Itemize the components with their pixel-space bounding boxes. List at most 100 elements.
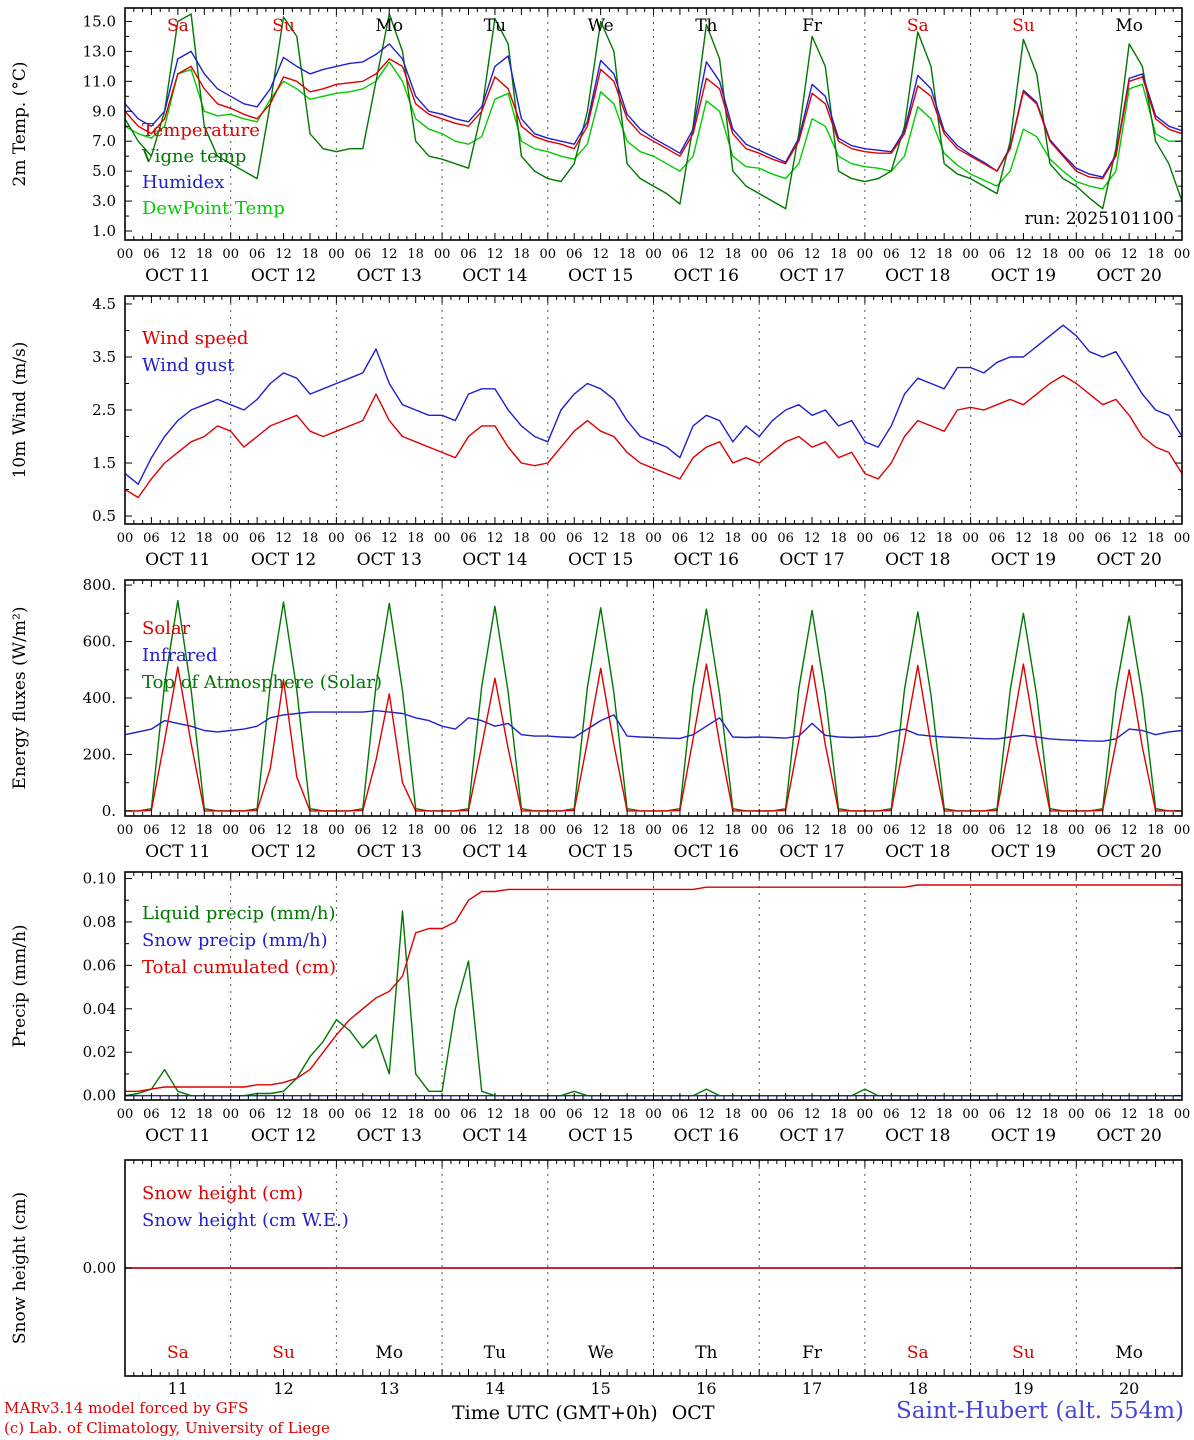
svg-text:Energy fluxes (W/m²): Energy fluxes (W/m²) bbox=[10, 607, 30, 790]
svg-text:06: 06 bbox=[1094, 823, 1111, 838]
svg-text:OCT 11: OCT 11 bbox=[145, 1126, 210, 1146]
svg-text:OCT 16: OCT 16 bbox=[674, 1126, 739, 1146]
svg-text:00: 00 bbox=[857, 823, 874, 838]
svg-text:11: 11 bbox=[168, 1379, 188, 1398]
svg-text:12: 12 bbox=[381, 823, 398, 838]
svg-text:Snow height (cm): Snow height (cm) bbox=[142, 1183, 303, 1204]
svg-text:00: 00 bbox=[328, 823, 345, 838]
svg-text:18: 18 bbox=[513, 247, 530, 262]
svg-text:00: 00 bbox=[222, 247, 239, 262]
svg-text:9.0: 9.0 bbox=[92, 102, 116, 120]
svg-text:18: 18 bbox=[302, 1107, 319, 1122]
svg-text:0.02: 0.02 bbox=[83, 1043, 116, 1061]
svg-text:00: 00 bbox=[540, 531, 557, 546]
svg-text:OCT 17: OCT 17 bbox=[779, 1126, 844, 1146]
svg-text:18: 18 bbox=[196, 247, 213, 262]
time-axis-label: Time UTC (GMT+0h) OCT bbox=[452, 1402, 715, 1424]
svg-text:18: 18 bbox=[725, 823, 742, 838]
svg-text:06: 06 bbox=[249, 531, 266, 546]
svg-text:0.10: 0.10 bbox=[83, 870, 116, 888]
svg-text:12: 12 bbox=[804, 531, 821, 546]
svg-text:Mo: Mo bbox=[375, 1343, 403, 1363]
svg-text:12: 12 bbox=[381, 247, 398, 262]
svg-text:OCT 14: OCT 14 bbox=[462, 1126, 527, 1146]
svg-text:Total cumulated (cm): Total cumulated (cm) bbox=[142, 957, 336, 978]
svg-text:00: 00 bbox=[645, 531, 662, 546]
svg-text:12: 12 bbox=[592, 1107, 609, 1122]
svg-text:12: 12 bbox=[487, 247, 504, 262]
svg-text:06: 06 bbox=[672, 531, 689, 546]
svg-text:18: 18 bbox=[830, 1107, 847, 1122]
svg-text:18: 18 bbox=[513, 1107, 530, 1122]
footer-credits: MARv3.14 model forced by GFS (c) Lab. of… bbox=[4, 1398, 330, 1438]
svg-text:200.: 200. bbox=[83, 745, 116, 763]
svg-text:12: 12 bbox=[275, 1107, 292, 1122]
svg-text:18: 18 bbox=[407, 823, 424, 838]
svg-text:12: 12 bbox=[170, 823, 187, 838]
svg-text:OCT 17: OCT 17 bbox=[779, 266, 844, 286]
svg-text:0.04: 0.04 bbox=[83, 1000, 116, 1018]
svg-text:OCT 15: OCT 15 bbox=[568, 842, 633, 862]
svg-text:run: 2025101100: run: 2025101100 bbox=[1025, 209, 1174, 229]
svg-text:Mo: Mo bbox=[375, 16, 403, 36]
svg-text:OCT 19: OCT 19 bbox=[991, 550, 1056, 570]
svg-text:06: 06 bbox=[672, 1107, 689, 1122]
svg-text:18: 18 bbox=[407, 247, 424, 262]
svg-text:OCT 15: OCT 15 bbox=[568, 550, 633, 570]
svg-text:12: 12 bbox=[381, 1107, 398, 1122]
svg-text:OCT 12: OCT 12 bbox=[251, 1126, 316, 1146]
svg-text:OCT 17: OCT 17 bbox=[779, 550, 844, 570]
svg-text:12: 12 bbox=[1015, 1107, 1032, 1122]
svg-text:00: 00 bbox=[962, 1107, 979, 1122]
svg-text:06: 06 bbox=[249, 247, 266, 262]
svg-text:We: We bbox=[588, 1343, 614, 1363]
svg-text:Su: Su bbox=[272, 1343, 295, 1363]
svg-text:18: 18 bbox=[407, 531, 424, 546]
svg-text:06: 06 bbox=[249, 1107, 266, 1122]
svg-text:00: 00 bbox=[857, 531, 874, 546]
svg-text:00: 00 bbox=[1174, 247, 1191, 262]
svg-text:DewPoint Temp: DewPoint Temp bbox=[142, 198, 285, 219]
svg-text:OCT 17: OCT 17 bbox=[779, 842, 844, 862]
svg-text:Su: Su bbox=[1012, 16, 1035, 36]
svg-text:18: 18 bbox=[1042, 1107, 1059, 1122]
svg-text:OCT 19: OCT 19 bbox=[991, 842, 1056, 862]
svg-text:12: 12 bbox=[909, 247, 926, 262]
svg-text:00: 00 bbox=[117, 531, 134, 546]
svg-text:12: 12 bbox=[1121, 823, 1138, 838]
svg-text:3.5: 3.5 bbox=[92, 348, 116, 366]
svg-text:12: 12 bbox=[804, 1107, 821, 1122]
svg-text:06: 06 bbox=[143, 531, 160, 546]
svg-text:OCT 13: OCT 13 bbox=[357, 550, 422, 570]
svg-text:12: 12 bbox=[698, 247, 715, 262]
svg-text:12: 12 bbox=[487, 1107, 504, 1122]
svg-text:06: 06 bbox=[672, 247, 689, 262]
svg-text:12: 12 bbox=[1015, 531, 1032, 546]
svg-text:18: 18 bbox=[1042, 531, 1059, 546]
svg-text:0.06: 0.06 bbox=[83, 956, 116, 974]
svg-text:600.: 600. bbox=[83, 633, 116, 651]
svg-text:06: 06 bbox=[989, 1107, 1006, 1122]
time-axis-text: Time UTC (GMT+0h) bbox=[452, 1402, 658, 1424]
svg-text:OCT 13: OCT 13 bbox=[357, 1126, 422, 1146]
svg-text:18: 18 bbox=[936, 247, 953, 262]
svg-text:18: 18 bbox=[830, 531, 847, 546]
svg-text:Wind speed: Wind speed bbox=[142, 328, 248, 349]
svg-text:Precip (mm/h): Precip (mm/h) bbox=[10, 924, 30, 1047]
svg-text:00: 00 bbox=[117, 823, 134, 838]
svg-text:Snow height (cm W.E.): Snow height (cm W.E.) bbox=[142, 1210, 349, 1231]
svg-text:06: 06 bbox=[883, 823, 900, 838]
svg-text:0.00: 0.00 bbox=[83, 1259, 116, 1277]
svg-text:06: 06 bbox=[566, 531, 583, 546]
svg-text:18: 18 bbox=[196, 1107, 213, 1122]
svg-text:12: 12 bbox=[170, 1107, 187, 1122]
svg-text:OCT 19: OCT 19 bbox=[991, 1126, 1056, 1146]
svg-text:OCT 20: OCT 20 bbox=[1096, 266, 1161, 286]
svg-text:18: 18 bbox=[1147, 531, 1164, 546]
svg-text:Sa: Sa bbox=[907, 16, 929, 36]
svg-text:Infrared: Infrared bbox=[142, 645, 217, 666]
svg-text:06: 06 bbox=[1094, 247, 1111, 262]
svg-text:00: 00 bbox=[1068, 1107, 1085, 1122]
svg-text:OCT 15: OCT 15 bbox=[568, 1126, 633, 1146]
